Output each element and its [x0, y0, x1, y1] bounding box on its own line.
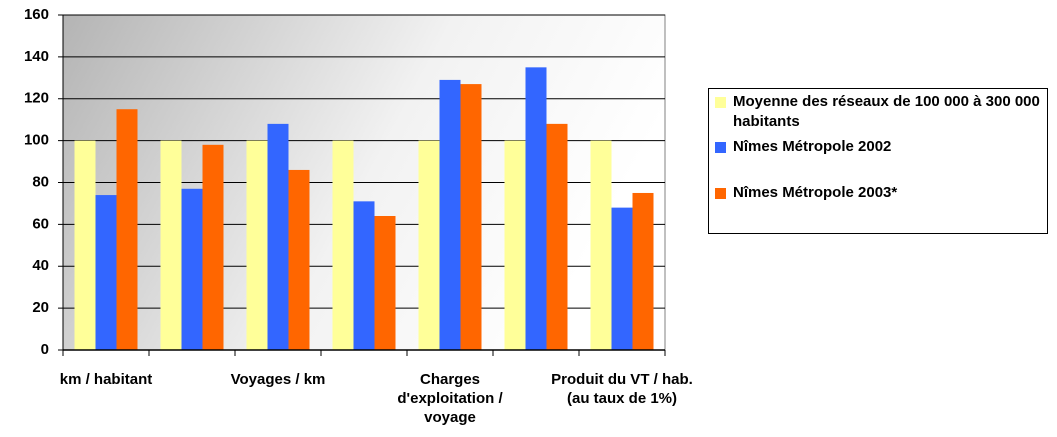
legend-swatch	[715, 97, 726, 108]
legend-label: Nîmes Métropole 2003*	[733, 184, 898, 201]
bar	[95, 195, 117, 350]
bar	[332, 140, 354, 350]
bar	[267, 123, 289, 350]
bar	[288, 169, 310, 350]
bar	[374, 216, 396, 350]
bar	[460, 84, 482, 350]
bar	[590, 140, 612, 350]
legend-item: Nîmes Métropole 2003*	[715, 183, 1045, 203]
legend-label: Moyenne des réseaux de 100 000 à 300 000…	[733, 93, 1040, 130]
legend: Moyenne des réseaux de 100 000 à 300 000…	[708, 88, 1048, 234]
bar	[116, 109, 138, 350]
bar	[202, 144, 224, 350]
bar	[160, 140, 182, 350]
bar	[632, 192, 654, 350]
bar	[504, 140, 526, 350]
x-tick-label: Voyages / km	[230, 371, 326, 388]
y-tick-label: 140	[24, 48, 49, 65]
y-tick-label: 40	[32, 257, 49, 274]
bar	[611, 207, 633, 350]
y-tick-label: 60	[32, 215, 49, 232]
bar	[246, 140, 268, 350]
y-tick-label: 120	[24, 90, 49, 107]
legend-item: Moyenne des réseaux de 100 000 à 300 000…	[715, 92, 1045, 132]
y-tick-label: 0	[41, 341, 49, 358]
bar	[525, 67, 547, 350]
bar	[439, 79, 461, 350]
legend-label: Nîmes Métropole 2002	[733, 138, 892, 155]
y-tick-label: 160	[24, 6, 49, 23]
legend-swatch	[715, 142, 726, 153]
legend-item: Nîmes Métropole 2002	[715, 137, 1045, 157]
x-tick-label: Charges d'exploitation / voyage	[397, 371, 503, 426]
bar	[74, 140, 96, 350]
bar	[546, 123, 568, 350]
y-tick-label: 20	[32, 299, 49, 316]
y-tick-label: 100	[24, 132, 49, 149]
bar	[418, 140, 440, 350]
bar	[353, 201, 375, 350]
bar	[181, 188, 203, 350]
x-tick-label: km / habitant	[59, 371, 153, 388]
legend-swatch	[715, 188, 726, 199]
x-tick-label: Produit du VT / hab. (au taux de 1%)	[551, 371, 693, 407]
y-tick-label: 80	[32, 173, 49, 190]
